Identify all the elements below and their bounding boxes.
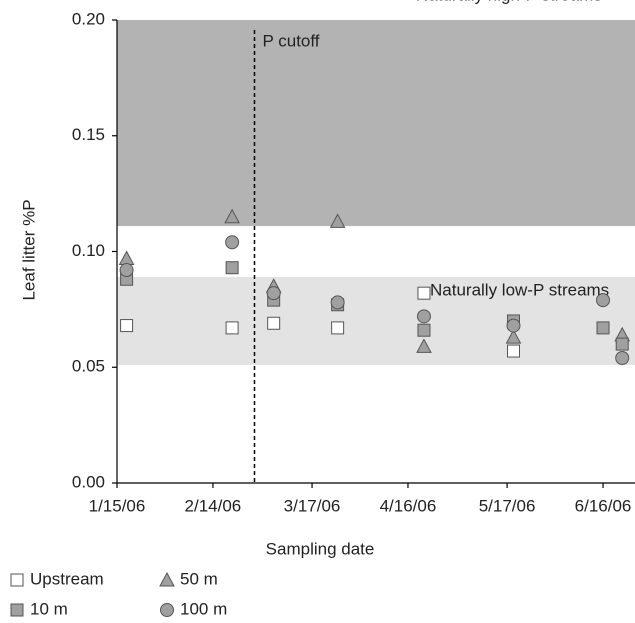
point	[120, 319, 134, 333]
y-tick-label: 0.00	[72, 472, 105, 491]
y-axis-title: Leaf litter %P	[19, 199, 38, 300]
band	[117, 276, 635, 365]
x-tick-label: 1/15/06	[89, 496, 146, 515]
point	[225, 321, 239, 335]
point	[225, 261, 239, 275]
point	[266, 286, 281, 301]
point	[225, 235, 240, 250]
x-tick-label: 3/17/06	[284, 496, 341, 515]
legend-label: 10 m	[30, 599, 68, 618]
point	[596, 321, 610, 335]
legend-marker	[10, 573, 24, 587]
y-tick-label: 0.15	[72, 125, 105, 144]
point	[224, 208, 240, 224]
band-label: Naturally low-P streams	[430, 280, 609, 299]
point	[505, 329, 522, 344]
legend-marker	[10, 603, 24, 617]
x-tick-label: 6/16/06	[575, 496, 632, 515]
point	[615, 337, 629, 351]
legend-marker	[160, 603, 174, 617]
legend-label: 100 m	[180, 599, 227, 618]
point	[416, 338, 432, 353]
point	[417, 286, 431, 300]
legend-label: Upstream	[30, 569, 104, 588]
point	[506, 318, 521, 333]
point	[615, 350, 630, 365]
point	[506, 344, 520, 358]
y-tick-label: 0.20	[72, 9, 105, 28]
band	[117, 20, 635, 227]
point	[330, 295, 345, 310]
x-tick-label: 2/14/06	[185, 496, 242, 515]
x-tick-label: 5/17/06	[479, 496, 536, 515]
point	[331, 321, 345, 335]
legend-label: 50 m	[180, 569, 218, 588]
legend-marker	[159, 571, 175, 587]
point	[417, 323, 431, 337]
y-tick-label: 0.05	[72, 357, 105, 376]
point	[329, 213, 346, 228]
point	[118, 250, 135, 265]
band-label: Naturally high-P streams	[416, 0, 602, 4]
point	[119, 263, 134, 278]
x-axis-title: Sampling date	[266, 539, 375, 558]
x-tick-label: 4/16/06	[380, 496, 437, 515]
cutoff-label: P cutoff	[262, 31, 319, 50]
point	[416, 309, 431, 324]
y-tick-label: 0.10	[72, 241, 105, 260]
point	[596, 293, 611, 308]
point	[267, 316, 281, 330]
